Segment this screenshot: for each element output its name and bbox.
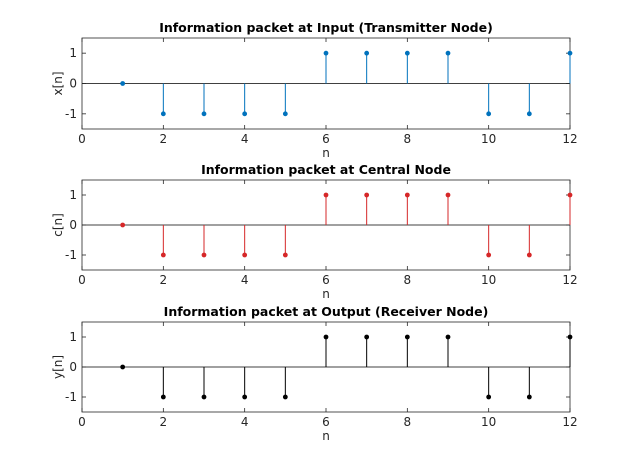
x-tick-label: 8 [404,273,412,287]
x-tick-label: 6 [322,273,330,287]
x-axis-label: n [322,429,330,443]
x-tick-label: 10 [481,132,496,146]
stem-marker [364,192,370,198]
x-tick-label: 10 [481,415,496,429]
x-tick-label: 4 [241,273,249,287]
stem-marker [201,111,207,117]
x-tick-label: 2 [160,415,168,429]
x-tick-label: 12 [562,132,577,146]
stem-marker [445,50,451,56]
x-axis-label: n [322,287,330,301]
stem-marker [323,50,329,56]
x-tick-label: 0 [78,132,86,146]
stem-marker [242,111,248,117]
x-tick-label: 2 [160,273,168,287]
stem-marker [242,252,248,258]
subplot-title: Information packet at Central Node [201,162,451,177]
stem-marker [160,394,166,400]
x-tick-label: 0 [78,415,86,429]
x-tick-label: 6 [322,415,330,429]
stem-marker [364,50,370,56]
stem-marker [323,192,329,198]
stem-marker [404,50,410,56]
x-tick-label: 10 [481,273,496,287]
stem-marker [201,394,207,400]
stem-marker [242,394,248,400]
stem-marker [567,50,573,56]
stem-marker [364,334,370,340]
y-tick-label: 1 [69,188,77,202]
stem-marker [445,192,451,198]
stem-marker [404,334,410,340]
stem-marker [201,252,207,258]
stem-marker [486,394,492,400]
stem-marker [282,252,288,258]
subplot-title: Information packet at Output (Receiver N… [164,304,489,319]
stem-marker [160,252,166,258]
stem-marker [526,111,532,117]
x-tick-label: 8 [404,415,412,429]
stem-marker [526,394,532,400]
stem-marker [323,334,329,340]
stem-marker [282,111,288,117]
stem-marker [120,222,126,228]
stem-marker [120,81,126,86]
x-tick-label: 6 [322,132,330,146]
stem-marker [567,192,573,198]
y-tick-label: -1 [65,390,77,404]
y-tick-label: 0 [69,360,77,374]
stem-marker [282,394,288,400]
y-axis-label: y[n] [51,355,65,379]
x-tick-label: 4 [241,415,249,429]
x-tick-label: 0 [78,273,86,287]
x-axis-label: n [322,146,330,160]
x-tick-label: 2 [160,132,168,146]
stem-marker [486,111,492,117]
subplot-title: Information packet at Input (Transmitter… [159,20,493,35]
x-tick-label: 4 [241,132,249,146]
stem-marker [486,252,492,258]
y-tick-label: -1 [65,248,77,262]
stem-marker [445,334,451,340]
stem-marker [404,192,410,198]
x-tick-label: 12 [562,415,577,429]
y-axis-label: c[n] [51,213,65,237]
y-tick-label: 1 [69,330,77,344]
stem-marker [526,252,532,258]
y-tick-label: 0 [69,77,77,91]
stem-marker [160,111,166,117]
x-tick-label: 8 [404,132,412,146]
stem-marker [120,364,126,370]
stem-marker [567,334,573,340]
x-tick-label: 12 [562,273,577,287]
y-axis-label: x[n] [51,71,65,95]
y-tick-label: -1 [65,107,77,121]
y-tick-label: 1 [69,46,77,60]
y-tick-label: 0 [69,218,77,232]
